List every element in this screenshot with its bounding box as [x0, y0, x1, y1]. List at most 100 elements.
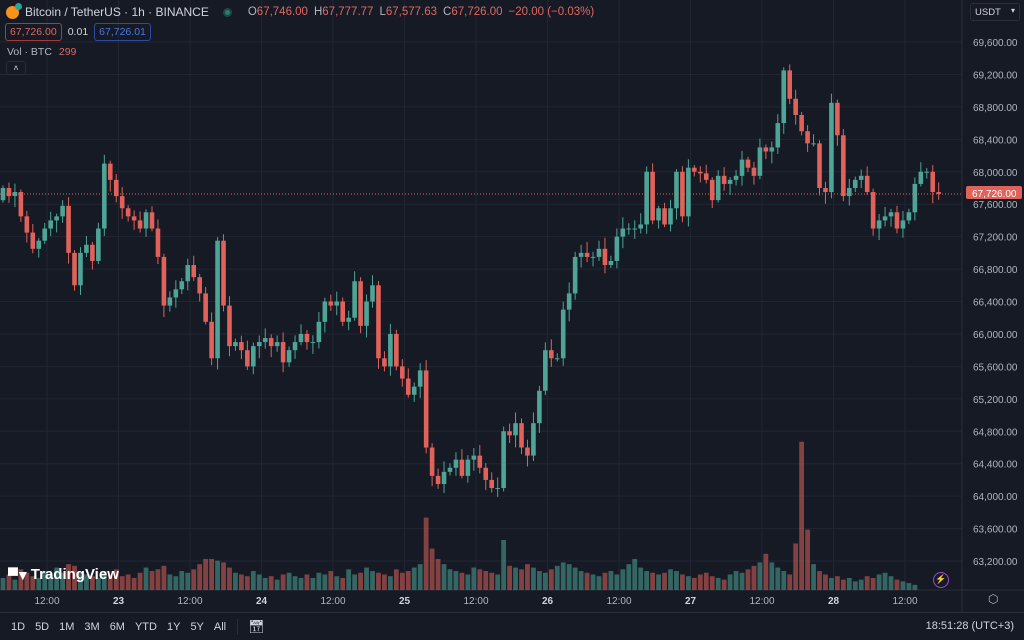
candle — [346, 310, 351, 331]
candle-body — [465, 459, 471, 476]
volume-bar — [733, 571, 739, 590]
candle-body — [417, 370, 423, 387]
candle-body — [292, 342, 298, 351]
range-button-5d[interactable]: 5D — [35, 620, 50, 633]
range-button-1y[interactable]: 1Y — [166, 620, 181, 633]
candle-body — [453, 459, 459, 468]
candle-body — [245, 350, 250, 367]
market-status-icon[interactable] — [222, 7, 232, 17]
candle — [900, 210, 906, 238]
volume-bar — [459, 572, 465, 590]
volume-bar — [298, 577, 304, 590]
candle — [239, 335, 244, 360]
candlestick-chart[interactable]: 69,600.00 69,200.00 68,800.00 68,400.00 68,0… — [0, 0, 1024, 612]
range-button-1m[interactable]: 1M — [59, 620, 75, 633]
candle-body — [668, 208, 673, 225]
calendar-goto-icon[interactable]: 📅︎ — [248, 618, 265, 634]
tradingview-mark-icon: ▀▼ — [8, 566, 30, 583]
candle-body — [334, 301, 340, 306]
volume-bar — [763, 553, 769, 590]
range-button-3m[interactable]: 3M — [84, 620, 100, 633]
volume-bar — [95, 577, 101, 590]
range-button-5y[interactable]: 5Y — [190, 620, 204, 633]
volume-bar — [36, 577, 42, 590]
candle-body — [566, 293, 572, 310]
candle-body — [775, 123, 781, 148]
volume-bar — [227, 567, 232, 590]
candle-body — [554, 358, 560, 360]
candle — [137, 211, 143, 233]
range-button-1d[interactable]: 1D — [11, 620, 26, 633]
candle-body — [823, 187, 828, 193]
candle — [322, 297, 328, 333]
volume-bar — [0, 577, 6, 590]
volume-bar — [531, 567, 536, 590]
volume-bar — [6, 574, 12, 590]
bitcoin-icon — [6, 2, 22, 19]
collapse-legend-button[interactable]: ˄ — [6, 61, 26, 75]
candle-body — [209, 321, 214, 359]
candle — [340, 297, 346, 326]
candle — [513, 412, 518, 448]
candle — [471, 448, 477, 471]
lightning-icon[interactable]: ⚡ — [933, 572, 949, 588]
volume-bar — [250, 571, 256, 590]
candle-body — [769, 147, 775, 152]
volume-bar — [399, 572, 405, 590]
candle — [835, 99, 840, 146]
volume-bar — [864, 576, 870, 590]
candle-body — [495, 488, 500, 490]
volume-bar — [256, 574, 262, 590]
volume-bar — [596, 576, 602, 590]
sell-price-button[interactable]: 67,726.00 — [5, 23, 62, 41]
tradingview-logo[interactable]: ▀▼ TradingView — [8, 566, 119, 583]
volume-bar — [817, 571, 822, 590]
symbol-title[interactable]: Bitcoin / TetherUS · 1h · BINANCE — [25, 5, 209, 19]
candle — [251, 342, 256, 375]
range-button-all[interactable]: All — [213, 620, 227, 633]
volume-bar — [811, 564, 816, 590]
candle-body — [113, 179, 119, 197]
candle-body — [501, 431, 506, 489]
candle-body — [799, 114, 804, 132]
price-tick-label: 64,000.00 — [973, 492, 1018, 503]
volume-bar — [334, 576, 340, 590]
candle — [66, 197, 71, 264]
high-value: 67,777.77 — [322, 6, 374, 18]
candle — [698, 166, 703, 183]
candle — [477, 445, 483, 474]
divider — [237, 618, 239, 635]
candle-body — [233, 342, 238, 347]
low-value: 67,577.63 — [385, 6, 438, 18]
clock-timezone[interactable]: 18:51:28 (UTC+3) — [925, 620, 1014, 632]
candle — [686, 159, 691, 227]
volume-bar — [626, 564, 632, 590]
volume-bar — [328, 571, 334, 590]
candle — [376, 281, 381, 369]
buy-price-button[interactable]: 67,726.01 — [94, 23, 151, 41]
candle-body — [447, 467, 453, 472]
candle — [185, 258, 191, 291]
bid-ask-row: 67,726.00 0.01 67,726.01 — [5, 23, 151, 41]
volume-bar — [632, 558, 638, 590]
volume-bar — [578, 571, 584, 590]
candle-body — [614, 236, 620, 261]
currency-select[interactable]: USDT ▾ — [970, 3, 1020, 21]
chevron-up-icon: ˄ — [13, 63, 19, 73]
candle — [400, 359, 405, 387]
candle-body — [477, 455, 483, 468]
range-button-6m[interactable]: 6M — [109, 620, 125, 633]
candle-body — [60, 205, 65, 217]
symbol-legend: Bitcoin / TetherUS · 1h · BINANCE O67,74… — [6, 2, 594, 19]
candle-body — [185, 265, 191, 282]
range-button-ytd[interactable]: YTD — [134, 620, 157, 633]
candle — [48, 211, 53, 237]
volume-bar — [608, 571, 614, 590]
candle — [131, 210, 137, 230]
settings-icon[interactable]: ⬡ — [988, 592, 999, 606]
candle — [107, 160, 113, 192]
candle-body — [310, 342, 316, 344]
candle — [429, 443, 435, 487]
volume-bar — [805, 529, 810, 590]
candle-body — [167, 297, 173, 306]
